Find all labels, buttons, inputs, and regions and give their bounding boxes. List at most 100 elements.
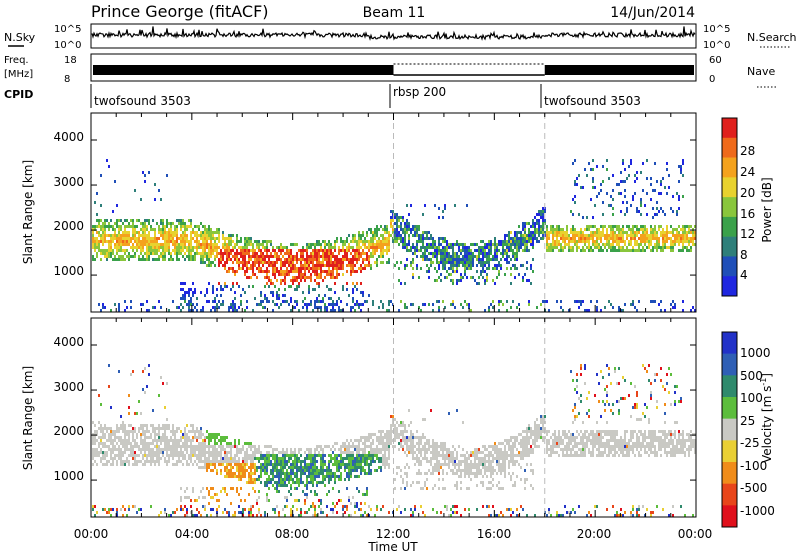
power-cell — [354, 255, 356, 258]
velocity-cell — [192, 424, 194, 427]
velocity-cell — [248, 457, 250, 460]
velocity-cell — [176, 427, 178, 430]
power-cell — [174, 249, 176, 252]
power-cell — [236, 252, 238, 255]
power-cell — [260, 294, 262, 297]
power-cell — [414, 249, 416, 252]
power-cell — [136, 231, 138, 234]
power-cell — [556, 240, 558, 243]
velocity-cell — [278, 481, 280, 484]
power-cell — [612, 237, 614, 240]
power-cell — [204, 228, 206, 231]
power-cell — [548, 309, 550, 312]
velocity-cell — [174, 511, 176, 514]
power-cell — [266, 273, 268, 276]
velocity-cell — [306, 493, 308, 496]
velocity-cell — [170, 514, 172, 517]
power-cell — [532, 237, 534, 240]
power-cell — [600, 183, 602, 186]
power-cell — [584, 240, 586, 243]
velocity-cell — [166, 454, 168, 457]
power-cell — [288, 303, 290, 306]
power-cell — [342, 249, 344, 252]
velocity-cell — [232, 475, 234, 478]
power-cell — [328, 243, 330, 246]
power-cell — [116, 225, 118, 228]
velocity-cell — [122, 430, 124, 433]
power-cell — [450, 255, 452, 258]
power-cell — [276, 294, 278, 297]
power-cell — [668, 231, 670, 234]
power-cell — [624, 195, 626, 198]
power-cell — [122, 234, 124, 237]
power-cell — [608, 234, 610, 237]
power-cell — [256, 303, 258, 306]
velocity-cell — [266, 481, 268, 484]
velocity-cell — [194, 451, 196, 454]
velocity-cell — [130, 373, 132, 376]
velocity-cell — [372, 442, 374, 445]
velocity-cell — [258, 475, 260, 478]
power-cell — [138, 240, 140, 243]
velocity-cell — [376, 505, 378, 508]
velocity-cell — [304, 502, 306, 505]
velocity-cell — [298, 481, 300, 484]
velocity-cell — [334, 454, 336, 457]
power-cell — [304, 267, 306, 270]
power-cell — [660, 309, 662, 312]
power-cell — [442, 264, 444, 267]
power-cell — [692, 228, 694, 231]
power-cell — [630, 249, 632, 252]
velocity-cell — [234, 463, 236, 466]
power-cell — [502, 240, 504, 243]
velocity-cell — [130, 451, 132, 454]
power-cell — [356, 243, 358, 246]
power-cell — [188, 309, 190, 312]
power-cell — [250, 249, 252, 252]
power-cell — [258, 243, 260, 246]
velocity-cell — [216, 454, 218, 457]
power-cell — [300, 279, 302, 282]
power-cell — [336, 276, 338, 279]
power-cell — [166, 222, 168, 225]
velocity-cell — [194, 460, 196, 463]
velocity-cell — [340, 463, 342, 466]
power-cell — [146, 225, 148, 228]
velocity-cell — [308, 448, 310, 451]
power-cell — [610, 237, 612, 240]
power-cell — [654, 234, 656, 237]
velocity-cell — [210, 439, 212, 442]
power-cell — [638, 231, 640, 234]
power-cell — [126, 225, 128, 228]
velocity-cell — [278, 457, 280, 460]
power-cell — [600, 246, 602, 249]
velocity-cell — [266, 469, 268, 472]
velocity-cell — [190, 457, 192, 460]
power-cell — [122, 237, 124, 240]
velocity-cell — [132, 430, 134, 433]
velocity-cell — [266, 451, 268, 454]
velocity-cell — [264, 463, 266, 466]
power-cell — [334, 255, 336, 258]
velocity-cell — [182, 463, 184, 466]
power-cell — [158, 189, 160, 192]
velocity-cell — [318, 475, 320, 478]
power-cell — [272, 309, 274, 312]
power-axis-ticks — [90, 113, 697, 312]
power-cell — [128, 258, 130, 261]
power-cell — [626, 201, 628, 204]
power-cell — [436, 261, 438, 264]
power-cell — [258, 270, 260, 273]
velocity-cell — [258, 445, 260, 448]
velocity-cell — [380, 433, 382, 436]
velocity-cell — [106, 439, 108, 442]
velocity-cell — [312, 472, 314, 475]
velocity-cell — [256, 499, 258, 502]
velocity-cell — [170, 451, 172, 454]
velocity-cell — [312, 478, 314, 481]
power-cell — [422, 243, 424, 246]
velocity-cell — [334, 481, 336, 484]
power-cell — [526, 261, 528, 264]
power-cell — [372, 303, 374, 306]
power-cell — [182, 231, 184, 234]
